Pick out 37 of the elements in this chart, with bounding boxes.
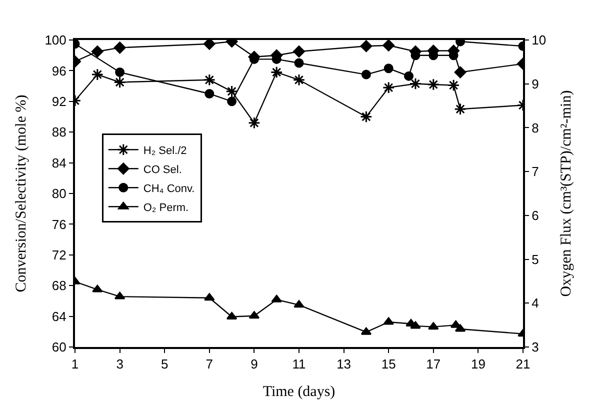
y-tick-label: 100 — [44, 32, 66, 48]
x-tick-label: 3 — [116, 356, 124, 372]
y-tick-label: 64 — [52, 308, 66, 324]
y2-tick-label: 4 — [532, 296, 539, 311]
x-tick-label: 13 — [336, 356, 352, 372]
x-tick-label: 21 — [516, 356, 530, 372]
x-tick-label: 11 — [292, 356, 306, 372]
y2-tick-label: 10 — [532, 32, 546, 48]
y-tick-label: 80 — [52, 186, 66, 202]
x-tick-label: 5 — [160, 356, 168, 372]
x-tick-label: 17 — [426, 356, 441, 372]
y-tick-label: 68 — [52, 278, 66, 294]
y-tick-label: 96 — [52, 63, 66, 78]
y-tick-label: 88 — [52, 124, 66, 140]
y-tick-label: 76 — [52, 216, 66, 232]
legend-label: O₂ Perm. — [143, 202, 189, 214]
legend-label: CO Sel. — [143, 164, 182, 176]
y2-tick-label: 6 — [532, 208, 539, 223]
y2-tick-label: 8 — [532, 120, 539, 136]
y-axis-title: Conversion/Selectivity (mole %) — [13, 94, 30, 292]
x-tick-label: 15 — [381, 356, 396, 372]
y2-tick-label: 9 — [532, 76, 539, 92]
y-tick-label: 72 — [52, 247, 66, 262]
y2-tick-label: 5 — [532, 252, 539, 267]
x-tick-label: 19 — [470, 356, 486, 372]
x-tick-label: 7 — [206, 356, 214, 372]
x-tick-label: 1 — [71, 356, 79, 372]
y2-axis-title: Oxygen Flux (cm³(STP)/cm²-min) — [558, 90, 575, 297]
y2-tick-label: 3 — [532, 340, 539, 355]
legend-label: H₂ Sel./2 — [143, 144, 187, 157]
y2-tick-label: 7 — [532, 164, 539, 180]
y-tick-label: 84 — [52, 155, 66, 170]
legend-label: CH₄ Conv. — [143, 182, 195, 195]
x-tick-label: 9 — [250, 356, 258, 372]
y-tick-label: 92 — [52, 94, 66, 109]
x-axis-title: Time (days) — [262, 384, 336, 400]
y-tick-label: 60 — [52, 340, 66, 355]
